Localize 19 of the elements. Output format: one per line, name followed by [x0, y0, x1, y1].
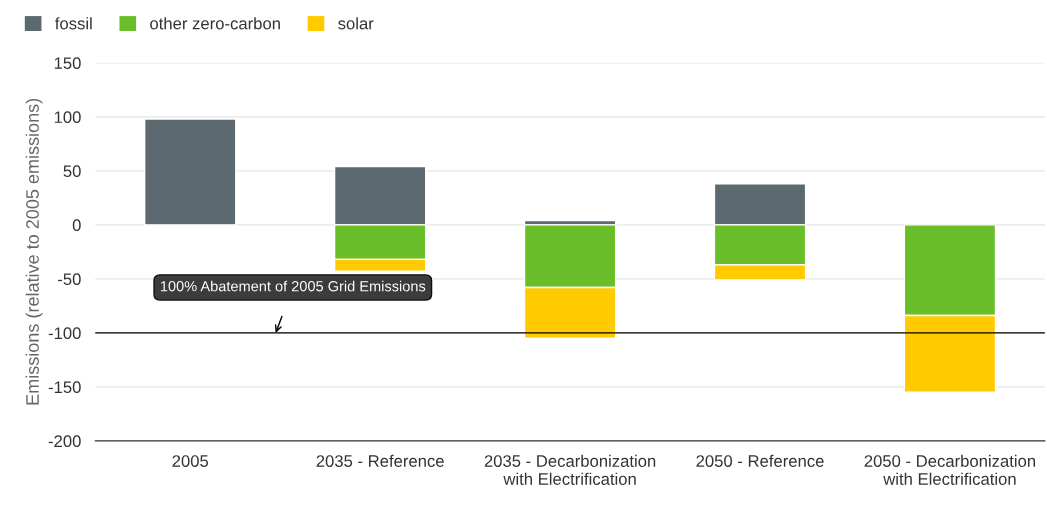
y-tick-label: 0	[72, 219, 81, 232]
y-tick-label: 150	[54, 57, 81, 70]
x-tick-label: 2035 - Reference	[316, 454, 444, 467]
bar	[143, 118, 237, 226]
legend-label: fossil	[55, 17, 92, 30]
ref-line-label: 100% Abatement of 2005 Grid Emissions	[160, 280, 426, 292]
x-tick-label: 2050 - Decarbonization with Electrification	[864, 454, 1036, 485]
y-tick-label: -100	[48, 327, 81, 340]
legend-label: other zero-carbon	[150, 17, 280, 30]
y-tick-label: -150	[48, 381, 81, 394]
y-tick-label: -200	[48, 435, 81, 448]
y-tick-label: 50	[63, 165, 81, 178]
x-tick-label: 2005	[172, 455, 209, 467]
y-tick-label: -50	[58, 273, 81, 286]
x-tick-label: 2035 - Decarbonization with Electrification	[484, 454, 656, 485]
legend-label: solar	[338, 17, 374, 30]
x-tick-label: 2050 - Reference	[696, 454, 824, 467]
y-tick-label: 100	[54, 111, 81, 124]
y-axis-title: Emissions (relative to 2005 emissions)	[25, 98, 43, 405]
